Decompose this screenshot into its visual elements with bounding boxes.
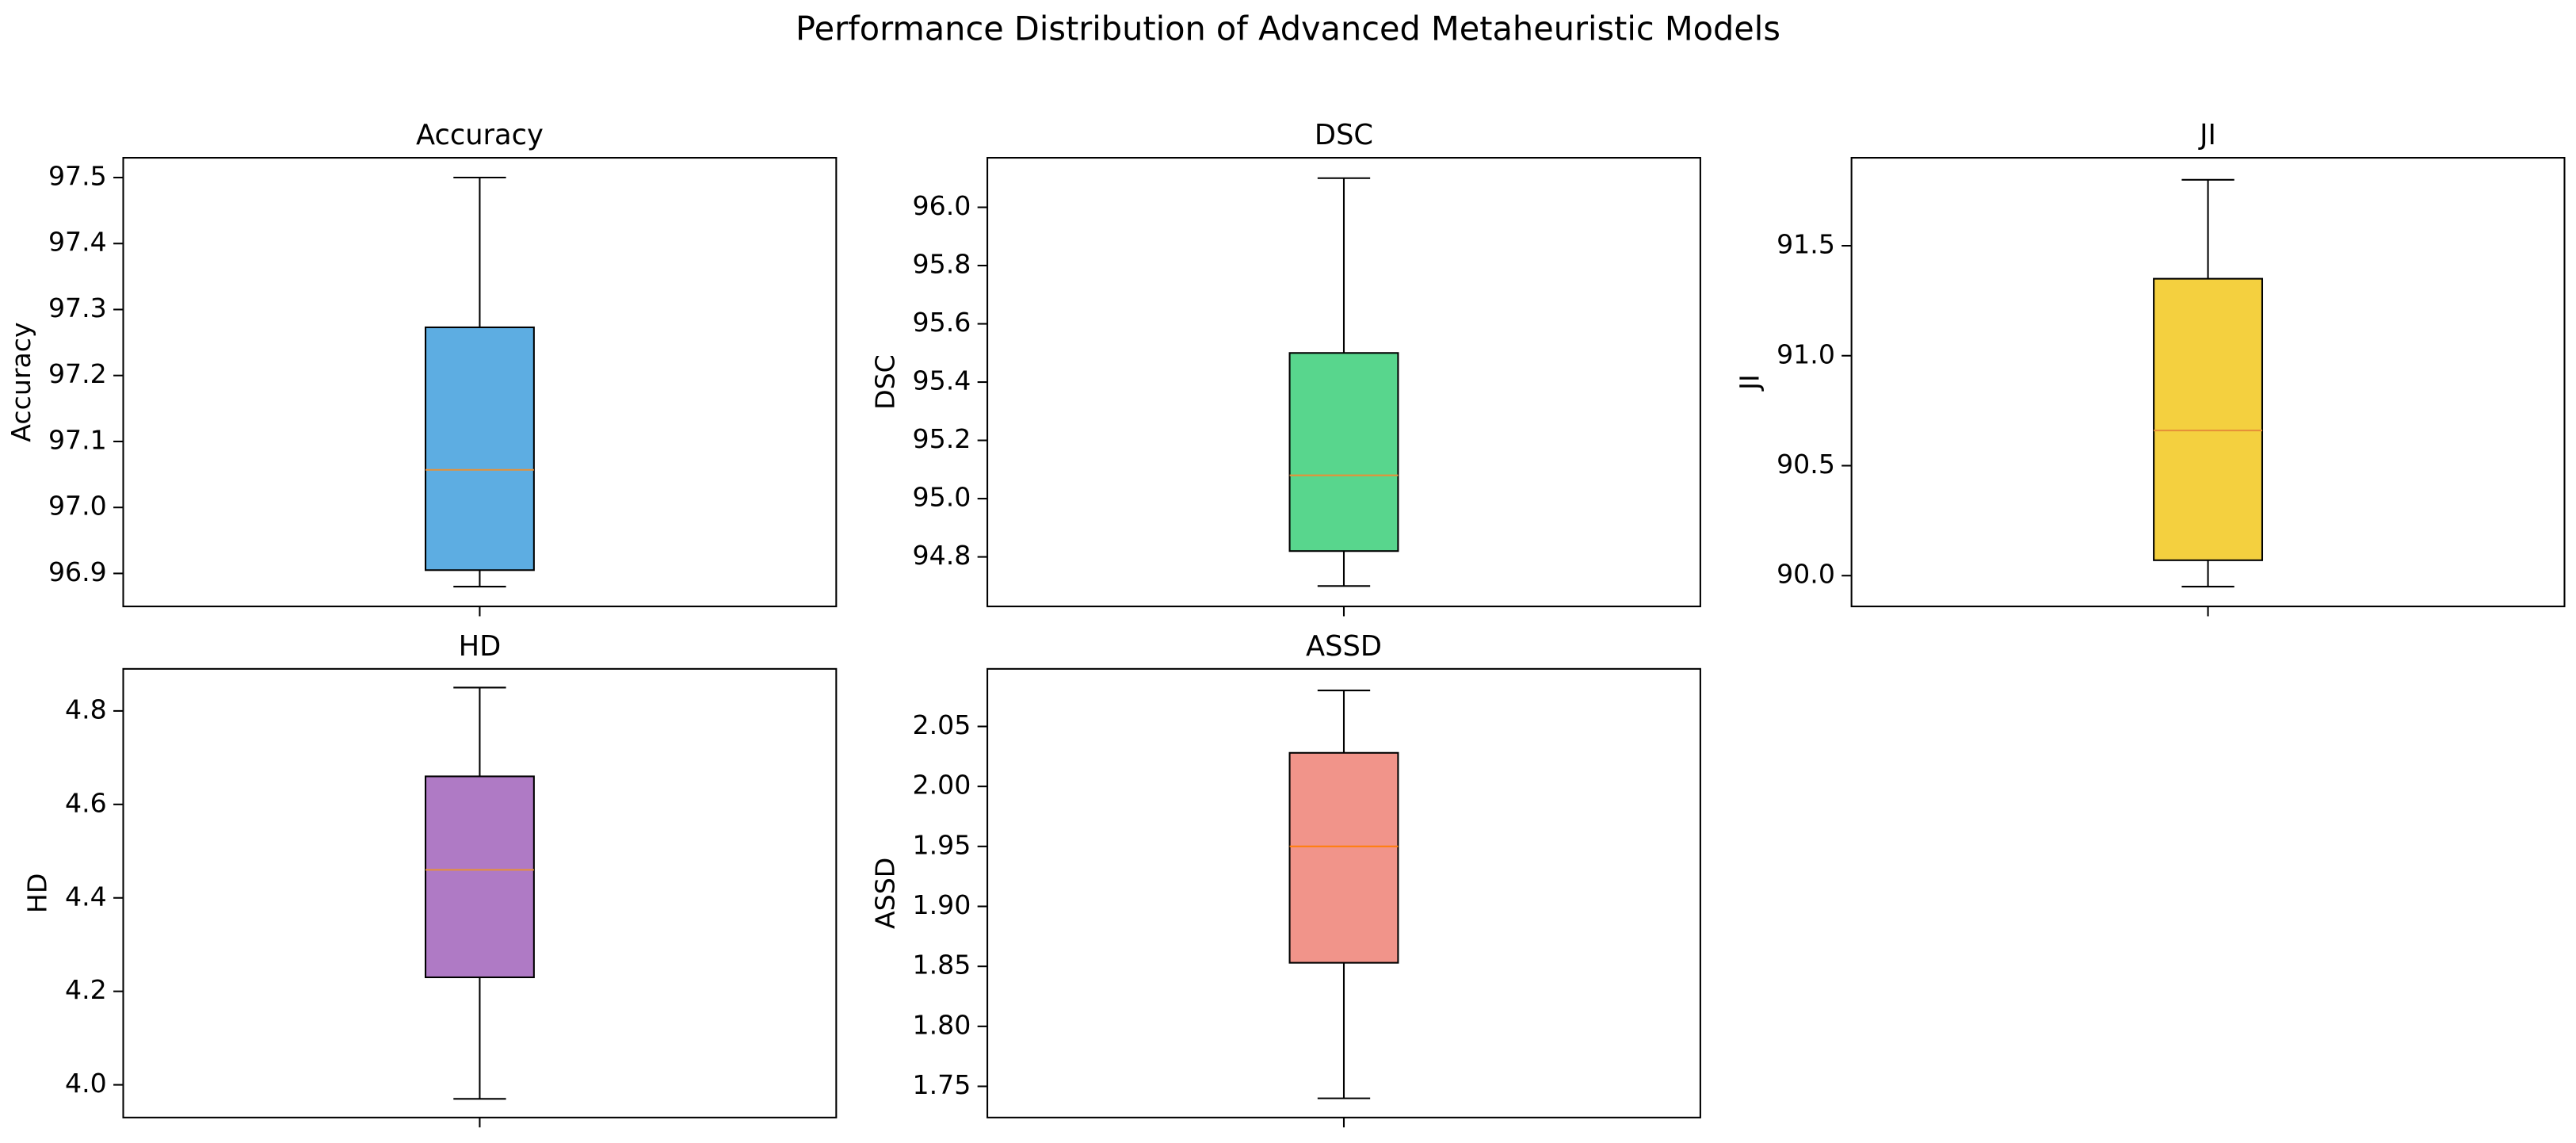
subplot-title: JI bbox=[2198, 119, 2216, 151]
y-tick-label: 4.8 bbox=[65, 694, 107, 724]
y-tick-label: 90.0 bbox=[1776, 559, 1835, 590]
y-tick-label: 1.95 bbox=[913, 829, 971, 860]
y-tick-label: 97.4 bbox=[48, 227, 107, 258]
y-tick-label: 4.0 bbox=[65, 1068, 107, 1099]
y-tick-label: 2.00 bbox=[913, 770, 971, 801]
y-tick-label: 95.4 bbox=[913, 365, 971, 396]
y-tick-label: 97.3 bbox=[48, 292, 107, 323]
y-tick-label: 90.5 bbox=[1776, 449, 1835, 480]
y-tick-label: 96.9 bbox=[48, 556, 107, 587]
y-tick-label: 2.05 bbox=[913, 709, 971, 740]
y-axis-label: HD bbox=[21, 873, 52, 913]
y-tick-label: 97.1 bbox=[48, 424, 107, 455]
y-tick-label: 1.85 bbox=[913, 950, 971, 981]
box bbox=[2153, 277, 2264, 561]
subplot-title: ASSD bbox=[1306, 630, 1382, 663]
y-tick-label: 95.6 bbox=[913, 307, 971, 338]
y-tick-label: 1.75 bbox=[913, 1069, 971, 1100]
y-tick-label: 91.5 bbox=[1776, 229, 1835, 260]
y-tick-label: 97.0 bbox=[48, 491, 107, 522]
y-axis-label: Accuracy bbox=[6, 322, 36, 442]
box bbox=[424, 775, 535, 979]
y-tick-label: 97.5 bbox=[48, 161, 107, 192]
axes-frame bbox=[987, 157, 1701, 608]
axes-frame bbox=[1850, 157, 2566, 608]
y-axis-label: ASSD bbox=[870, 858, 901, 929]
axes-frame bbox=[122, 667, 838, 1118]
subplot-title: DSC bbox=[1315, 119, 1373, 151]
subplot-title: Accuracy bbox=[416, 119, 544, 151]
axes-frame bbox=[987, 667, 1701, 1118]
box bbox=[424, 326, 535, 572]
y-tick-label: 94.8 bbox=[913, 540, 971, 571]
y-tick-label: 1.80 bbox=[913, 1009, 971, 1040]
y-axis-label: DSC bbox=[870, 354, 901, 410]
y-tick-label: 96.0 bbox=[913, 190, 971, 221]
axes-frame bbox=[122, 157, 838, 608]
y-tick-label: 95.2 bbox=[913, 423, 971, 454]
box bbox=[1288, 352, 1399, 552]
y-tick-label: 1.90 bbox=[913, 889, 971, 920]
subplot-title: HD bbox=[459, 630, 502, 663]
y-tick-label: 4.2 bbox=[65, 974, 107, 1005]
y-tick-label: 4.4 bbox=[65, 881, 107, 912]
y-tick-label: 95.0 bbox=[913, 482, 971, 513]
y-tick-label: 95.8 bbox=[913, 249, 971, 280]
box bbox=[1288, 751, 1399, 964]
y-tick-label: 4.6 bbox=[65, 787, 107, 818]
y-tick-label: 91.0 bbox=[1776, 338, 1835, 369]
figure-title: Performance Distribution of Advanced Met… bbox=[796, 10, 1780, 48]
y-axis-label: JI bbox=[1734, 374, 1765, 392]
y-tick-label: 97.2 bbox=[48, 358, 107, 389]
